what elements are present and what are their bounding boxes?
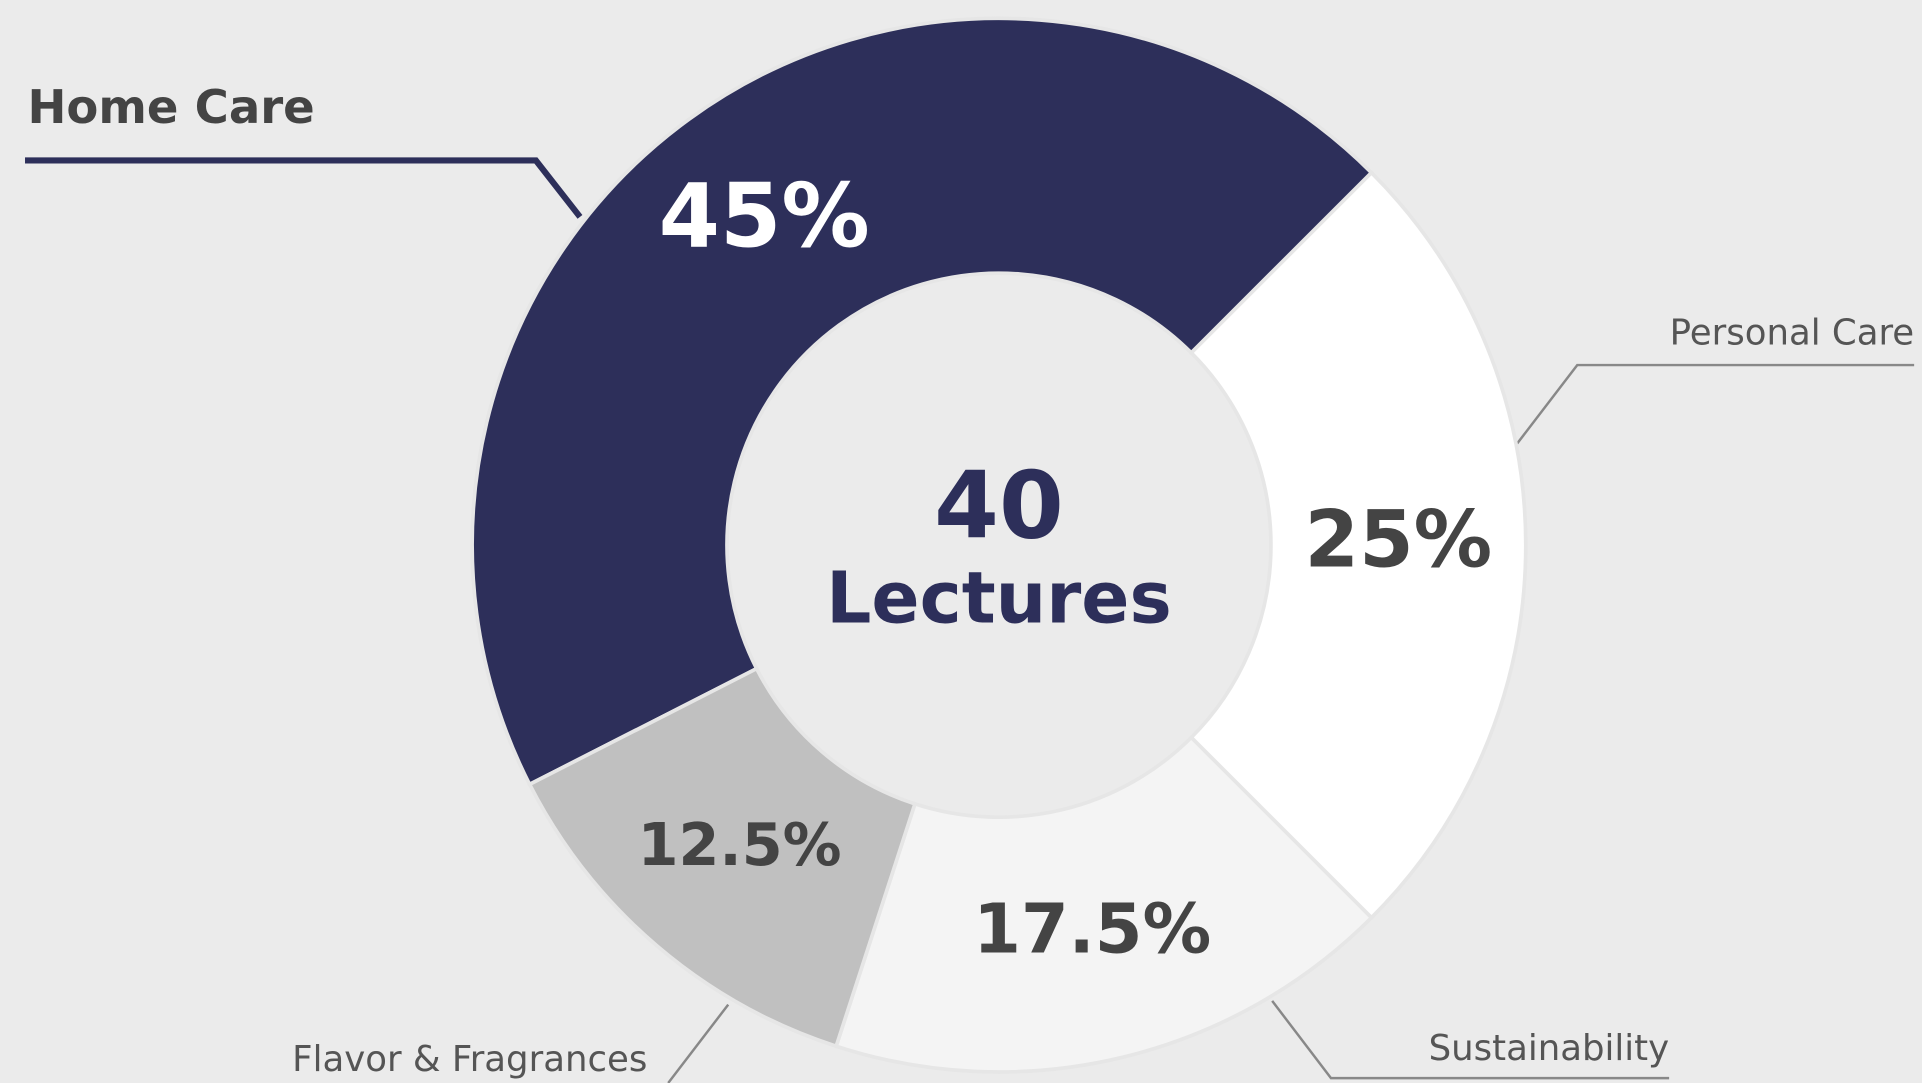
value-label: 45% [659,164,870,267]
donut-segment [833,734,1375,1074]
legend-label: Flavor & Fragrances [292,1039,647,1080]
center-value: 40 [934,451,1064,559]
donut-segment [527,666,918,1049]
leader-line [667,1003,730,1083]
leader-line [1271,1000,1670,1080]
legend-label: Home Care [27,80,314,134]
center-label: Lectures [826,556,1172,639]
value-label: 17.5% [973,890,1211,970]
leader-line [25,157,583,219]
leader-line [1516,363,1915,445]
donut-segment [470,16,1375,787]
donut-segment [1188,170,1528,921]
value-label: 12.5% [638,810,842,879]
legend-label: Sustainability [1429,1028,1669,1069]
value-label: 25% [1305,495,1493,586]
legend-label: Personal Care [1670,312,1915,353]
